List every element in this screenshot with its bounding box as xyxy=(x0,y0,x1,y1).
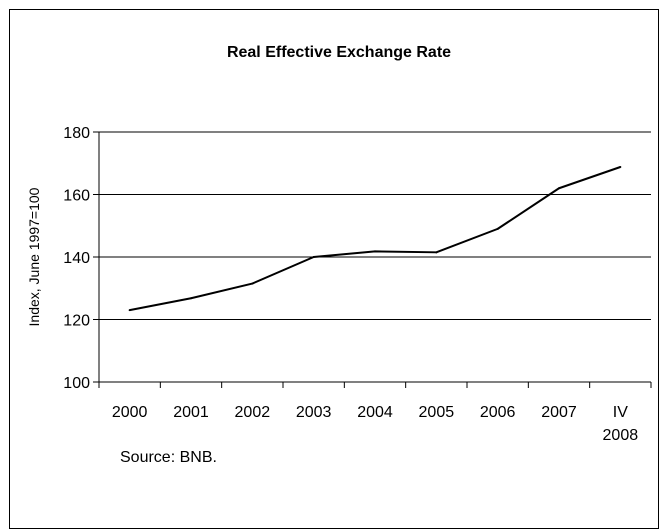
x-tick-label-4: 2004 xyxy=(357,404,393,421)
x-tick-label-line: IV xyxy=(613,404,628,421)
x-tick-label-line: 2008 xyxy=(603,427,639,444)
y-tick-label-160: 160 xyxy=(63,188,90,205)
x-axis-ticks: 2000 2001 2002 2003 2004 2005 2006 2007 IV 2008 xyxy=(98,382,652,444)
source-note: Source: BNB. xyxy=(120,449,217,466)
grid xyxy=(99,131,651,320)
x-tick-label-line: 2006 xyxy=(480,404,516,421)
line-chart: Real Effective Exchange Rate 100 120 140 16… xyxy=(26,44,652,466)
x-tick-label-5: 2005 xyxy=(419,404,455,421)
y-axis-ticks: 100 120 140 160 180 xyxy=(63,125,99,392)
y-axis-label: Index, June 1997=100 xyxy=(26,187,42,326)
y-tick-label-140: 140 xyxy=(63,250,90,267)
data-point-1 xyxy=(190,297,192,300)
x-tick-label-line: 2007 xyxy=(541,404,577,421)
data-point-0 xyxy=(128,309,131,312)
y-tick-label-100: 100 xyxy=(63,375,90,392)
x-tick-label-line: 2003 xyxy=(296,404,332,421)
x-tick-label-line: 2000 xyxy=(112,404,148,421)
x-tick-label-0: 2000 xyxy=(112,404,148,421)
x-tick-label-8: IV 2008 xyxy=(603,404,639,444)
data-point-7 xyxy=(558,187,560,190)
chart-title: Real Effective Exchange Rate xyxy=(227,44,451,61)
x-tick-label-line: 2005 xyxy=(419,404,455,421)
series-line xyxy=(129,166,621,312)
y-tick-label-180: 180 xyxy=(63,125,90,142)
x-tick-label-6: 2006 xyxy=(480,404,516,421)
data-point-4 xyxy=(374,250,376,253)
data-point-3 xyxy=(312,256,315,258)
y-tick-label-120: 120 xyxy=(63,313,90,330)
x-tick-label-7: 2007 xyxy=(541,404,577,421)
x-tick-label-3: 2003 xyxy=(296,404,332,421)
x-tick-label-2: 2002 xyxy=(235,404,271,421)
x-tick-label-line: 2002 xyxy=(235,404,271,421)
x-tick-label-1: 2001 xyxy=(173,404,209,421)
data-point-6 xyxy=(496,227,499,230)
data-point-5 xyxy=(435,251,438,254)
x-tick-label-line: 2004 xyxy=(357,404,393,421)
data-point-2 xyxy=(251,282,254,285)
x-tick-label-line: 2001 xyxy=(173,404,209,421)
chart-frame xyxy=(9,9,659,529)
data-point-8 xyxy=(619,166,622,168)
series xyxy=(128,166,622,312)
